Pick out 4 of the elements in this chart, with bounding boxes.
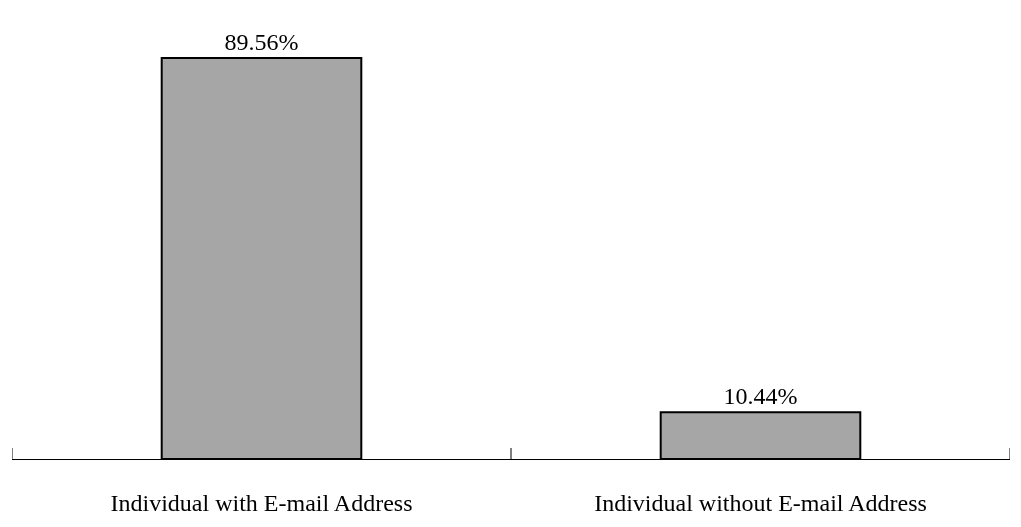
x-tick-label: Individual with E-mail Address [110,489,413,516]
data-label: 89.56% [224,29,299,56]
x-tick-label: Individual without E-mail Address [594,489,927,516]
data-label: 10.44% [723,383,798,410]
